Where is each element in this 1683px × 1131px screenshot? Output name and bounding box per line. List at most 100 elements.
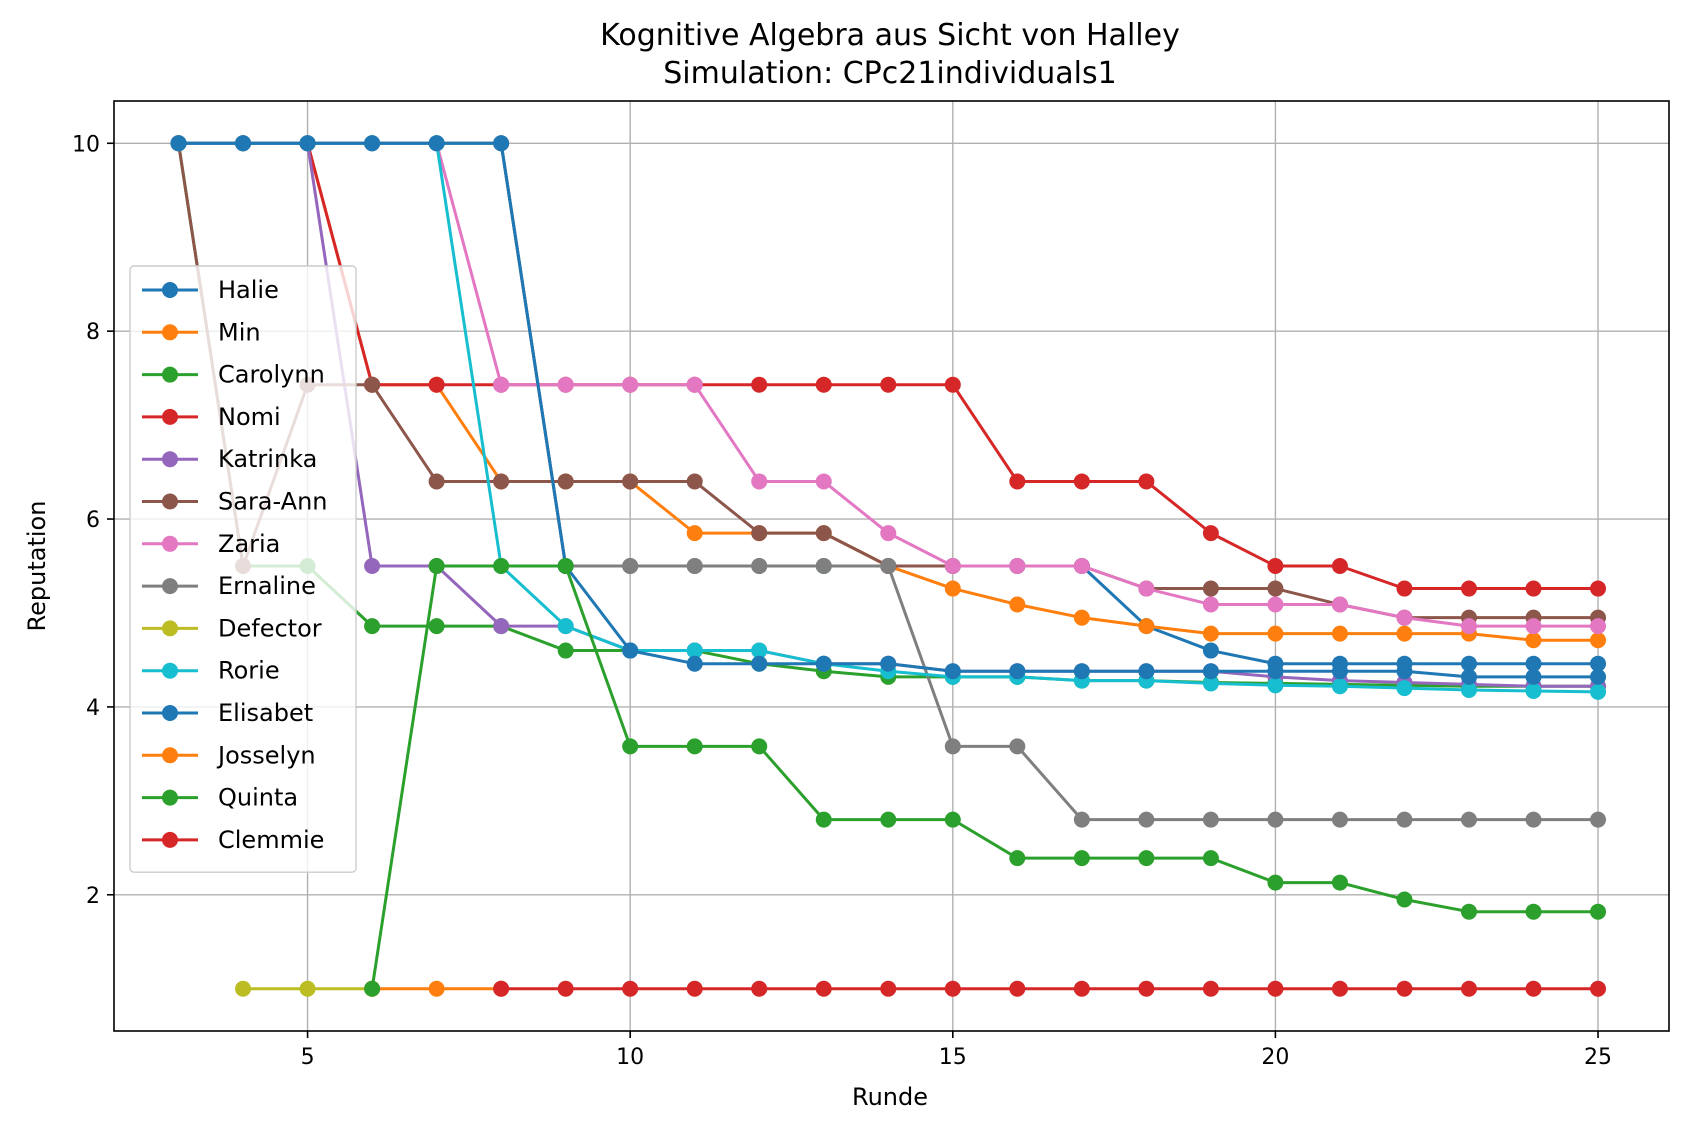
data-point xyxy=(1396,580,1413,597)
data-point xyxy=(1202,675,1219,692)
data-point xyxy=(880,376,897,393)
data-point xyxy=(1525,632,1542,649)
data-point xyxy=(1138,618,1155,635)
data-point xyxy=(1138,980,1155,997)
data-point xyxy=(751,376,768,393)
data-point xyxy=(815,980,832,997)
data-point xyxy=(1525,668,1542,685)
data-point xyxy=(493,618,510,635)
data-point xyxy=(622,738,639,755)
data-point xyxy=(1590,618,1607,635)
data-point xyxy=(364,980,381,997)
data-point xyxy=(1460,668,1477,685)
data-point xyxy=(880,811,897,828)
data-point xyxy=(1138,850,1155,867)
y-tick-label: 2 xyxy=(86,884,100,909)
data-point xyxy=(557,980,574,997)
legend-label: Carolynn xyxy=(218,361,325,389)
data-point xyxy=(751,980,768,997)
data-point xyxy=(1073,980,1090,997)
data-point xyxy=(1267,874,1284,891)
data-point xyxy=(815,655,832,672)
data-point xyxy=(1590,980,1607,997)
data-point xyxy=(1396,663,1413,680)
legend-label: Elisabet xyxy=(218,699,313,727)
data-point xyxy=(751,525,768,542)
data-point xyxy=(944,980,961,997)
data-point xyxy=(1331,980,1348,997)
data-point xyxy=(1267,677,1284,694)
data-point xyxy=(235,135,252,152)
legend-label: Zaria xyxy=(218,530,280,558)
data-point xyxy=(1525,980,1542,997)
y-tick-label: 4 xyxy=(86,696,100,721)
data-point xyxy=(1525,903,1542,920)
data-point xyxy=(944,738,961,755)
data-point xyxy=(1331,874,1348,891)
data-point xyxy=(1396,680,1413,697)
data-point xyxy=(1009,596,1026,613)
chart-title: Kognitive Algebra aus Sicht von Halley xyxy=(600,18,1180,53)
data-point xyxy=(686,376,703,393)
data-point xyxy=(493,558,510,574)
data-point xyxy=(1590,683,1607,700)
data-point xyxy=(686,525,703,542)
data-point xyxy=(493,135,510,152)
data-point xyxy=(751,473,768,490)
data-point xyxy=(1331,663,1348,680)
data-point xyxy=(170,135,187,152)
data-point xyxy=(815,811,832,828)
data-point xyxy=(1009,738,1026,755)
data-point xyxy=(1267,625,1284,642)
legend-marker xyxy=(162,493,178,510)
data-point xyxy=(1009,663,1026,680)
data-point xyxy=(1460,811,1477,828)
data-point xyxy=(1525,682,1542,699)
data-point xyxy=(493,980,510,997)
data-point xyxy=(686,738,703,755)
data-point xyxy=(1590,668,1607,685)
legend-marker xyxy=(162,282,178,298)
data-point xyxy=(622,473,639,490)
legend-label: Ernaline xyxy=(218,572,316,600)
legend-label: Min xyxy=(218,318,261,346)
data-point xyxy=(1331,811,1348,828)
legend-marker xyxy=(162,324,178,341)
data-point xyxy=(880,980,897,997)
legend-label: Halie xyxy=(218,276,279,304)
legend-marker xyxy=(162,831,178,848)
data-point xyxy=(1460,580,1477,597)
data-point xyxy=(622,642,639,659)
x-tick-label: 15 xyxy=(939,1045,967,1070)
data-point xyxy=(557,558,574,574)
plot-area: 5 10 15 20 25 2 4 6 8 10 Halie Min Carolynn Nomi Katri… xyxy=(72,100,1670,1070)
legend-label: Quinta xyxy=(218,784,298,812)
data-point xyxy=(1202,625,1219,642)
data-point xyxy=(1525,655,1542,672)
data-point xyxy=(428,135,445,152)
data-point xyxy=(1460,655,1477,672)
data-point xyxy=(1009,850,1026,867)
chart-subtitle: Simulation: CPc21individuals1 xyxy=(663,56,1116,91)
data-point xyxy=(428,376,445,393)
data-point xyxy=(1202,596,1219,613)
data-point xyxy=(1073,609,1090,626)
data-point xyxy=(944,663,961,680)
data-point xyxy=(1202,811,1219,828)
data-point xyxy=(1590,580,1607,597)
data-point xyxy=(299,980,316,997)
data-point xyxy=(557,473,574,490)
legend-marker xyxy=(162,578,178,595)
legend-marker xyxy=(162,451,178,468)
data-point xyxy=(1009,980,1026,997)
data-point xyxy=(622,558,639,574)
data-point xyxy=(235,980,252,997)
legend-marker xyxy=(162,535,178,552)
legend-marker xyxy=(162,662,178,679)
data-point xyxy=(1073,473,1090,490)
data-point xyxy=(1525,618,1542,635)
legend-label: Defector xyxy=(218,614,322,642)
legend-box xyxy=(129,265,357,873)
legend-marker xyxy=(162,620,178,637)
